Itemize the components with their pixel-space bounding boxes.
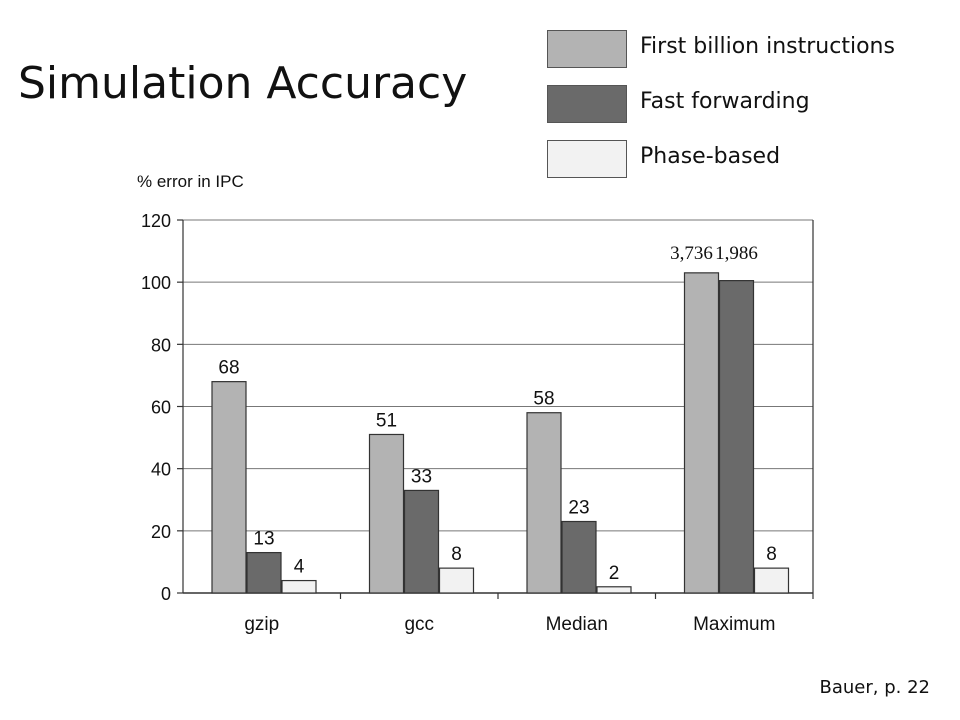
data-label: 4 (294, 557, 305, 578)
bar (281, 579, 317, 594)
y-axis-label: % error in IPC (137, 172, 244, 191)
data-label: 23 (568, 498, 589, 519)
data-label: 2 (609, 563, 620, 584)
bar (596, 586, 632, 594)
legend-swatch (547, 140, 627, 178)
y-tick-label: 120 (141, 211, 171, 231)
bar (368, 433, 405, 594)
y-tick-label: 100 (141, 273, 171, 293)
y-tick-label: 80 (151, 335, 171, 355)
legend-item-phase-based: Phase-based (547, 140, 960, 182)
y-tick-label: 60 (151, 398, 171, 418)
bar (211, 381, 247, 594)
x-tick-label: Median (546, 614, 608, 635)
data-label: 3,736 (670, 243, 713, 264)
y-tick-label: 0 (161, 584, 171, 604)
bar (438, 567, 475, 594)
bar (683, 272, 720, 594)
bar (753, 567, 790, 594)
legend-swatch (547, 85, 627, 123)
data-label: 58 (533, 389, 554, 410)
bar (246, 551, 282, 594)
bar (403, 489, 440, 594)
y-tick-label: 20 (151, 522, 171, 542)
legend-swatch (547, 30, 627, 68)
data-label: 8 (766, 544, 777, 565)
x-tick-label: gcc (404, 614, 434, 635)
data-label: 33 (411, 466, 432, 487)
citation-credit: Bauer, p. 22 (819, 677, 930, 698)
legend-label: First billion instructions (640, 34, 895, 59)
legend-item-fast-forwarding: Fast forwarding (547, 85, 960, 127)
legend-item-first-billion: First billion instructions (547, 30, 960, 72)
x-tick-label: Maximum (693, 614, 775, 635)
data-label: 8 (451, 544, 462, 565)
legend-label: Fast forwarding (640, 89, 810, 114)
bar (526, 412, 562, 594)
data-label: 13 (253, 529, 274, 550)
y-tick-label: 40 (151, 460, 171, 480)
bar (561, 520, 597, 594)
data-label: 1,986 (715, 243, 758, 264)
slide-title: Simulation Accuracy (18, 58, 468, 109)
bar (718, 280, 755, 594)
legend-label: Phase-based (640, 144, 781, 169)
data-label: 68 (218, 358, 239, 379)
x-tick-label: gzip (244, 614, 279, 635)
data-label: 51 (376, 410, 397, 431)
